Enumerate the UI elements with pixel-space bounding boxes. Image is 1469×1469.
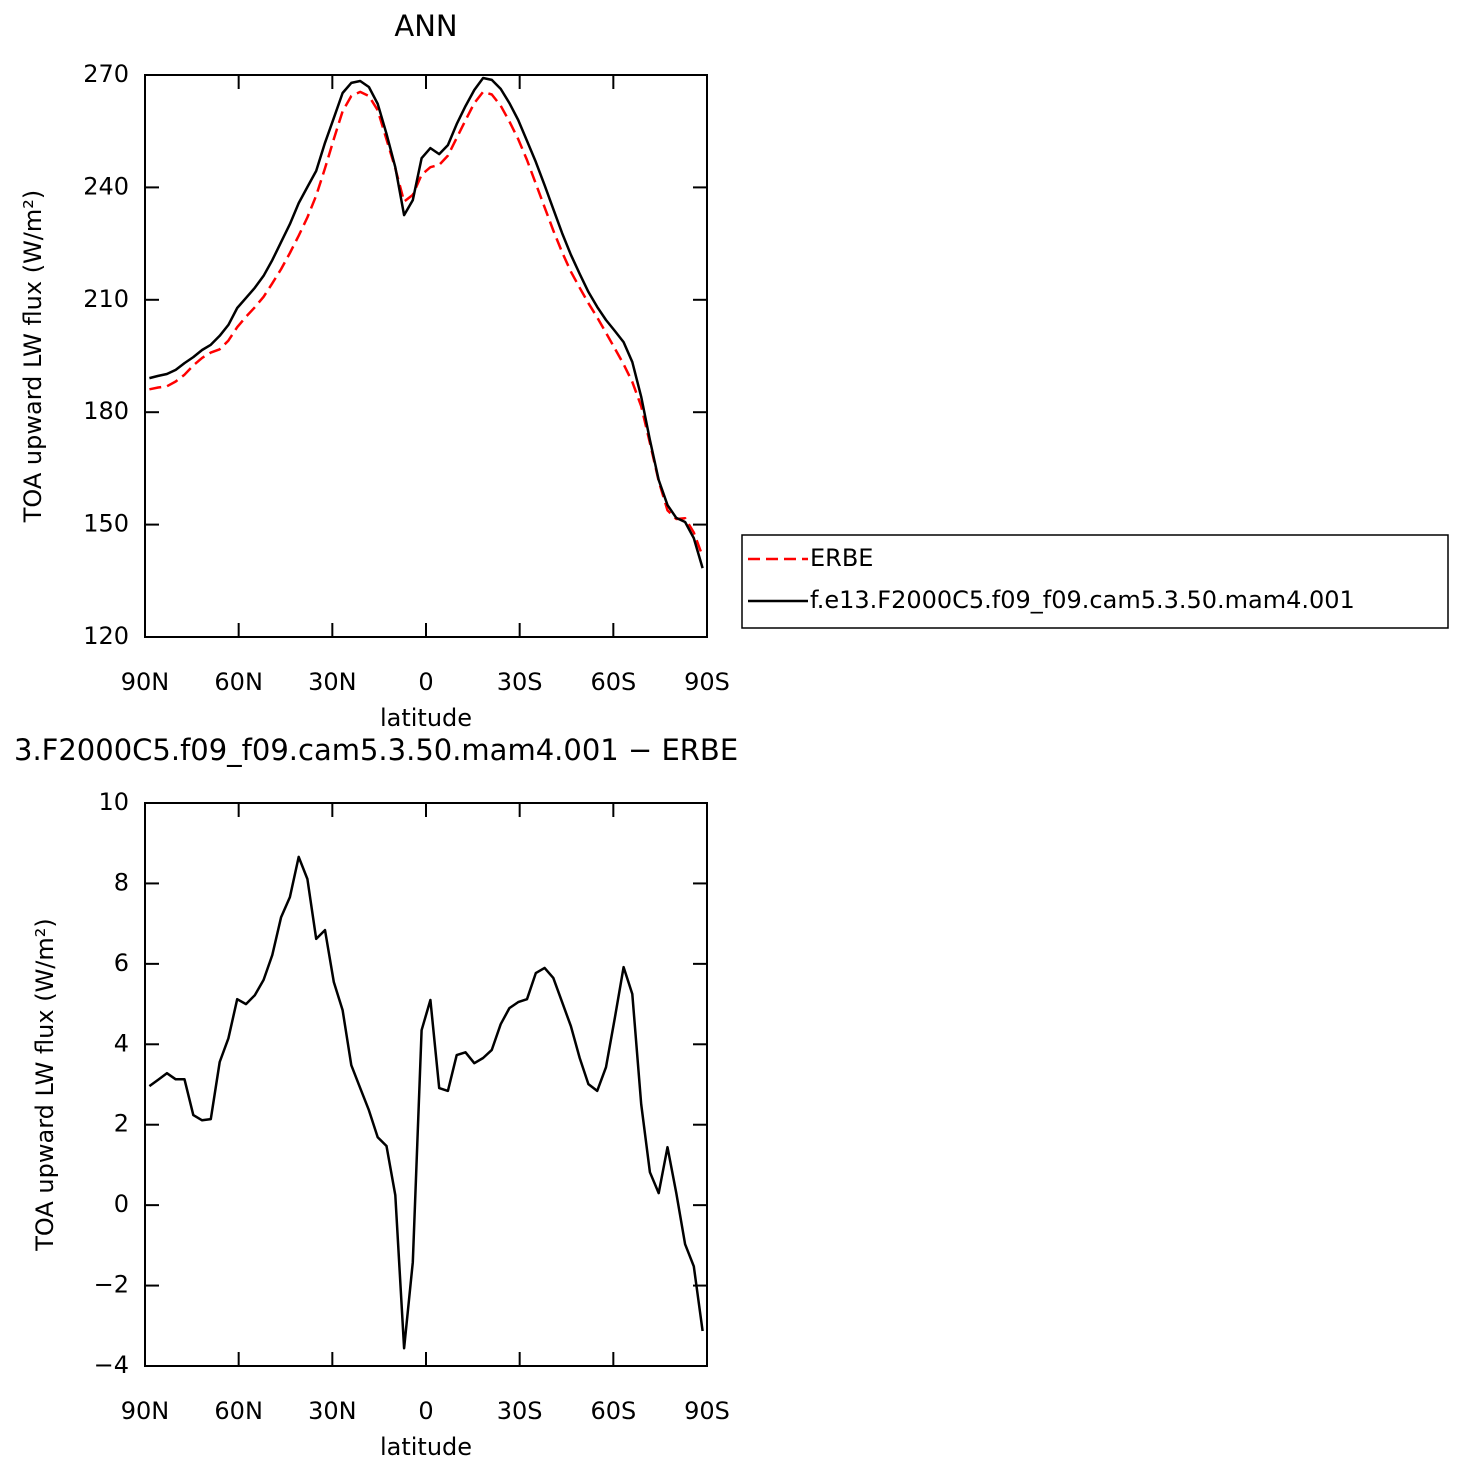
x-tick-label: 0	[418, 1397, 433, 1425]
x-tick-label: 60N	[214, 1397, 263, 1425]
x-tick-label: 60N	[214, 668, 263, 696]
y-tick-label: 210	[83, 285, 129, 313]
x-tick-label: 30S	[497, 668, 543, 696]
chart-title: ANN	[394, 9, 457, 43]
x-tick-label: 90S	[684, 668, 730, 696]
plot-frame	[144, 74, 708, 638]
y-tick-label: 120	[83, 622, 129, 650]
x-tick-label: 0	[418, 668, 433, 696]
x-tick-label: 60S	[590, 668, 636, 696]
y-tick-label: 4	[114, 1029, 129, 1057]
y-tick-label: 8	[114, 868, 129, 896]
y-tick-label: 240	[83, 172, 129, 200]
y-tick-label: −2	[94, 1271, 129, 1299]
y-tick-label: 180	[83, 397, 129, 425]
x-tick-label: 60S	[590, 1397, 636, 1425]
x-tick-label: 30N	[308, 1397, 357, 1425]
legend-box	[741, 534, 1449, 629]
y-tick-label: −4	[94, 1351, 129, 1379]
y-tick-label: 6	[114, 949, 129, 977]
y-axis-label: TOA upward LW flux (W/m²)	[31, 918, 59, 1252]
y-tick-label: 2	[114, 1110, 129, 1138]
chart-title: 3.F2000C5.f09_f09.cam5.3.50.mam4.001 − E…	[14, 733, 738, 767]
x-tick-label: 90N	[121, 668, 170, 696]
x-tick-label: 30N	[308, 668, 357, 696]
y-tick-label: 10	[98, 788, 129, 816]
data-line	[149, 90, 704, 557]
data-line	[148, 855, 704, 1350]
legend-label: f.e13.F2000C5.f09_f09.cam5.3.50.mam4.001	[810, 586, 1355, 614]
y-tick-label: 270	[83, 60, 129, 88]
y-axis-label: TOA upward LW flux (W/m²)	[19, 190, 47, 524]
x-axis-label: latitude	[380, 704, 472, 732]
legend-label: ERBE	[810, 544, 873, 572]
x-tick-label: 90S	[684, 1397, 730, 1425]
y-tick-label: 0	[114, 1190, 129, 1218]
plot-frame	[144, 802, 708, 1367]
x-tick-label: 90N	[121, 1397, 170, 1425]
y-tick-label: 150	[83, 510, 129, 538]
data-line	[149, 76, 704, 569]
x-axis-label: latitude	[380, 1433, 472, 1461]
x-tick-label: 30S	[497, 1397, 543, 1425]
